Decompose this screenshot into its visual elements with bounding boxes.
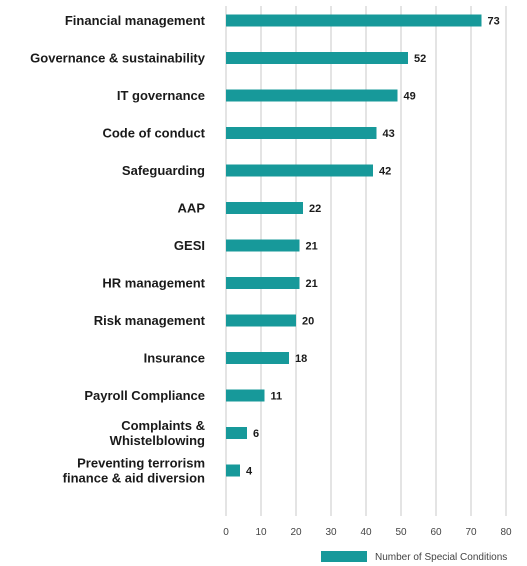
legend: Number of Special Conditions: [321, 551, 507, 563]
value-label: 22: [309, 203, 321, 215]
category-label: AAP: [178, 201, 206, 216]
x-tick-label: 30: [325, 527, 337, 538]
value-label: 11: [271, 391, 283, 403]
value-label: 18: [295, 353, 307, 365]
value-label: 21: [306, 278, 318, 290]
bar: [226, 164, 373, 177]
category-label: HR management: [102, 276, 205, 291]
category-label: Complaints & Whistelblowing: [110, 418, 205, 448]
x-tick-label: 80: [500, 527, 512, 538]
value-label: 49: [404, 91, 416, 103]
value-labels: 73 52 49 43 42 22 21 21 20 18 11 6 4: [246, 16, 500, 478]
x-tick-label: 70: [465, 527, 477, 538]
bar: [226, 202, 303, 214]
x-tick-label: 60: [430, 527, 442, 538]
x-tick-label: 50: [395, 527, 407, 538]
bar: [226, 352, 289, 364]
category-label: Payroll Compliance: [84, 388, 205, 403]
bar: [226, 427, 247, 439]
value-label: 43: [383, 128, 395, 140]
x-tick-label: 20: [290, 527, 302, 538]
value-label: 52: [414, 53, 426, 65]
bar: [226, 14, 482, 27]
category-label: Governance & sustainability: [30, 51, 206, 66]
bar: [226, 52, 408, 64]
bar: [226, 89, 398, 102]
bars: [226, 14, 482, 477]
bar: [226, 314, 296, 327]
category-label: Safeguarding: [122, 163, 205, 178]
category-label: Preventing terrorism finance & aid divers…: [63, 456, 205, 486]
category-labels: Financial management Governance & sustain…: [30, 13, 206, 486]
bar: [226, 127, 377, 139]
bar: [226, 389, 265, 402]
bar: [226, 239, 300, 252]
category-label: Financial management: [65, 13, 206, 28]
value-label: 6: [253, 428, 259, 440]
value-label: 20: [302, 316, 314, 328]
bar: [226, 277, 300, 289]
category-label: Risk management: [94, 313, 206, 328]
x-tick-label: 0: [223, 527, 229, 538]
grid-lines: [225, 6, 507, 516]
value-label: 73: [488, 16, 500, 28]
category-label: IT governance: [117, 88, 205, 103]
value-label: 21: [306, 241, 318, 253]
x-tick-label: 40: [360, 527, 372, 538]
category-label: GESI: [174, 238, 205, 253]
legend-label: Number of Special Conditions: [375, 552, 507, 563]
bar: [226, 464, 240, 477]
x-axis-ticks: 0 10 20 30 40 50 60 70 80: [223, 527, 512, 538]
legend-swatch: [321, 551, 367, 562]
category-label: Insurance: [144, 351, 205, 366]
category-label: Code of conduct: [102, 126, 205, 141]
value-label: 4: [246, 466, 253, 478]
value-label: 42: [379, 166, 391, 178]
x-tick-label: 10: [255, 527, 267, 538]
